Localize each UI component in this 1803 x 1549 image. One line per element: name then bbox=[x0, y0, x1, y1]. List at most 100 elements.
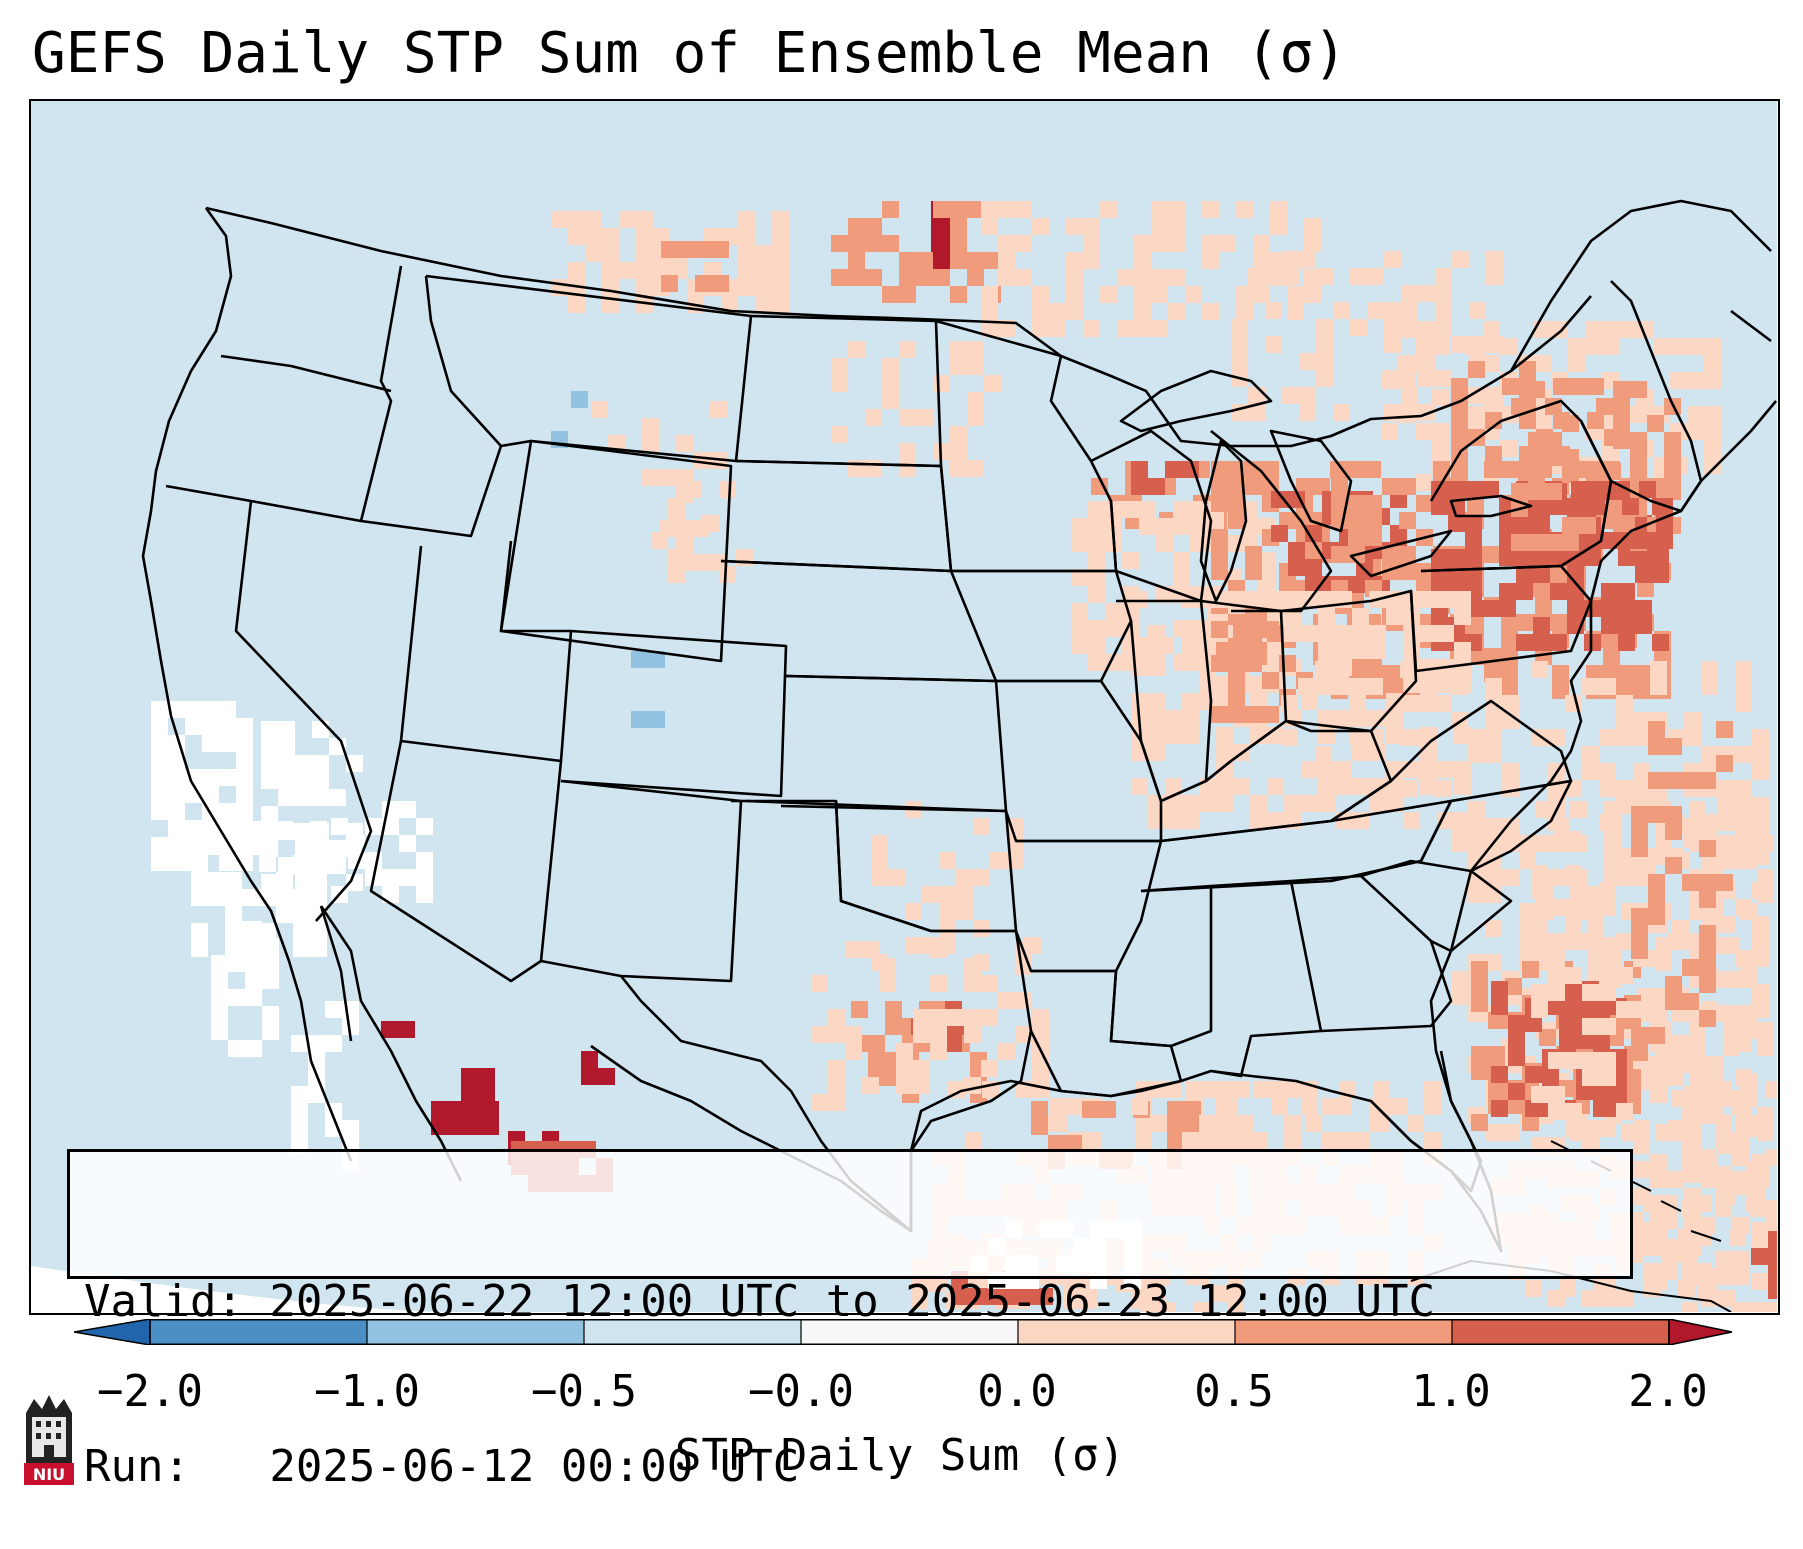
stp-cell bbox=[1148, 625, 1165, 642]
stp-cell bbox=[1699, 874, 1716, 891]
stp-cell bbox=[1182, 727, 1199, 744]
stp-cell bbox=[1284, 625, 1301, 642]
stp-cell bbox=[245, 972, 262, 989]
stp-cell bbox=[1732, 1302, 1749, 1312]
stp-cell bbox=[1083, 218, 1100, 235]
stp-cell bbox=[465, 1118, 482, 1135]
stp-cell bbox=[1066, 218, 1083, 235]
stp-cell bbox=[325, 1120, 342, 1137]
stp-cell bbox=[1088, 620, 1105, 637]
stp-cell bbox=[1233, 1132, 1250, 1149]
stp-cell bbox=[964, 1077, 981, 1094]
stp-cell bbox=[1437, 625, 1454, 642]
colorado-border bbox=[560, 629, 788, 798]
stp-cell bbox=[1270, 201, 1287, 218]
stp-cell bbox=[1501, 648, 1518, 665]
stp-cell bbox=[1182, 710, 1199, 727]
stp-cell bbox=[1245, 706, 1262, 723]
stp-cell bbox=[1565, 831, 1582, 848]
stp-cell bbox=[1199, 795, 1216, 812]
stp-cell bbox=[1048, 1135, 1065, 1152]
stp-cell bbox=[1699, 840, 1716, 857]
stp-cell bbox=[168, 837, 185, 854]
stp-cell bbox=[636, 211, 653, 228]
stp-cell bbox=[1216, 1098, 1233, 1115]
stp-cell bbox=[228, 938, 245, 955]
stp-cell bbox=[1565, 933, 1582, 950]
stp-cell bbox=[1248, 404, 1265, 421]
stp-cell bbox=[1420, 778, 1437, 795]
stp-cell bbox=[1528, 466, 1545, 483]
stp-cell bbox=[1454, 591, 1471, 608]
stp-cell bbox=[342, 1120, 359, 1137]
stp-cell bbox=[933, 269, 950, 286]
stp-cell bbox=[882, 286, 899, 303]
stp-cell bbox=[1630, 432, 1647, 449]
stp-cell bbox=[1262, 706, 1279, 723]
stp-cell bbox=[1635, 549, 1652, 566]
stp-cell bbox=[1399, 563, 1416, 580]
stp-cell bbox=[1746, 1178, 1763, 1195]
stp-cell bbox=[1582, 984, 1599, 1001]
stp-cell bbox=[259, 923, 276, 940]
stp-cell bbox=[950, 443, 967, 460]
stp-cell bbox=[1219, 235, 1236, 252]
stp-cell bbox=[1723, 852, 1740, 869]
stp-cell bbox=[831, 358, 848, 375]
stp-cell bbox=[1732, 1251, 1749, 1268]
stp-cell bbox=[245, 1040, 262, 1057]
stp-cell bbox=[1117, 320, 1134, 337]
stp-cell bbox=[236, 854, 253, 871]
stp-cell bbox=[1648, 1027, 1665, 1044]
stp-cell bbox=[1718, 916, 1735, 933]
stp-cell bbox=[1270, 218, 1287, 235]
stp-cell bbox=[1231, 319, 1248, 336]
stp-cell bbox=[845, 1043, 862, 1060]
stp-cell bbox=[1448, 481, 1465, 498]
stp-cell bbox=[1491, 998, 1508, 1015]
stp-cell bbox=[310, 923, 327, 940]
colorbar-under-extension bbox=[74, 1319, 151, 1345]
chart-title: GEFS Daily STP Sum of Ensemble Mean (σ) bbox=[32, 21, 1347, 86]
stp-cell bbox=[1599, 814, 1616, 831]
stp-cell bbox=[1715, 1200, 1732, 1217]
stp-cell bbox=[1335, 778, 1352, 795]
stp-cell bbox=[990, 852, 1007, 869]
stp-cell bbox=[1499, 583, 1516, 600]
stp-cell bbox=[1185, 286, 1202, 303]
stp-cell bbox=[1390, 525, 1407, 542]
stp-cell bbox=[1265, 336, 1282, 353]
stp-cell bbox=[885, 1018, 902, 1035]
stp-cell bbox=[1262, 672, 1279, 689]
stp-cell bbox=[879, 958, 896, 975]
stp-cell bbox=[1535, 597, 1552, 614]
stp-cell bbox=[1533, 498, 1550, 515]
new-mexico-border bbox=[540, 779, 743, 983]
stp-cell bbox=[1088, 654, 1105, 671]
stp-cell bbox=[225, 872, 242, 889]
colorbar-bin bbox=[1235, 1319, 1452, 1345]
stp-cell bbox=[1465, 532, 1482, 549]
stp-cell bbox=[1633, 1137, 1650, 1154]
stp-cell bbox=[1435, 370, 1452, 387]
stp-cell bbox=[1681, 1149, 1698, 1166]
stp-cell bbox=[208, 889, 225, 906]
stp-cell bbox=[642, 418, 659, 435]
stp-cell bbox=[1681, 1302, 1698, 1312]
stp-cell bbox=[1687, 406, 1704, 423]
stp-cell bbox=[1552, 614, 1569, 631]
map-panel[interactable] bbox=[29, 99, 1780, 1315]
stp-cell bbox=[1718, 780, 1735, 797]
stp-cell bbox=[1211, 621, 1228, 638]
stp-cell bbox=[1469, 302, 1486, 319]
stp-cell bbox=[262, 938, 279, 955]
stp-cell bbox=[219, 769, 236, 786]
colorbar-tick-label: −1.0 bbox=[314, 1366, 420, 1417]
stp-cell bbox=[185, 701, 202, 718]
stp-cell bbox=[151, 752, 168, 769]
stp-cell bbox=[1749, 1115, 1766, 1132]
stp-cell bbox=[653, 262, 670, 279]
stp-cell bbox=[1531, 865, 1548, 882]
stp-cell bbox=[1417, 729, 1434, 746]
stp-cell bbox=[1142, 1302, 1159, 1312]
